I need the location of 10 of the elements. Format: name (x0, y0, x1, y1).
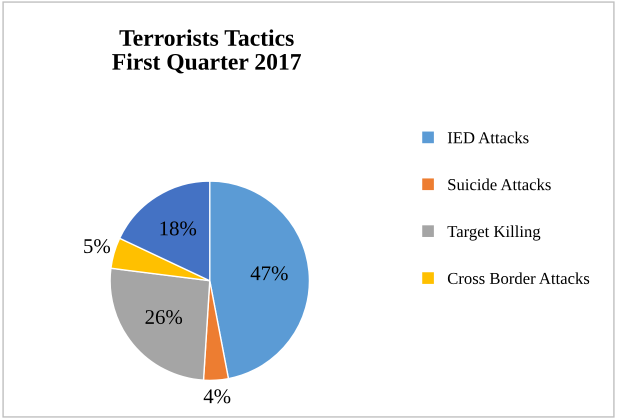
chart-title: Terrorists Tactics First Quarter 2017 (112, 29, 301, 74)
data-label: 26% (146, 310, 182, 324)
data-label: 47% (250, 266, 288, 280)
legend-label: Cross Border Attacks (448, 272, 590, 284)
legend-label: Suicide Attacks (448, 178, 551, 190)
legend-label: Target Killing (448, 225, 540, 241)
legend-label: IED Attacks (448, 132, 529, 144)
data-label: 5% (84, 239, 110, 254)
data-label: 18% (160, 221, 196, 236)
data-label: 4% (204, 389, 230, 404)
